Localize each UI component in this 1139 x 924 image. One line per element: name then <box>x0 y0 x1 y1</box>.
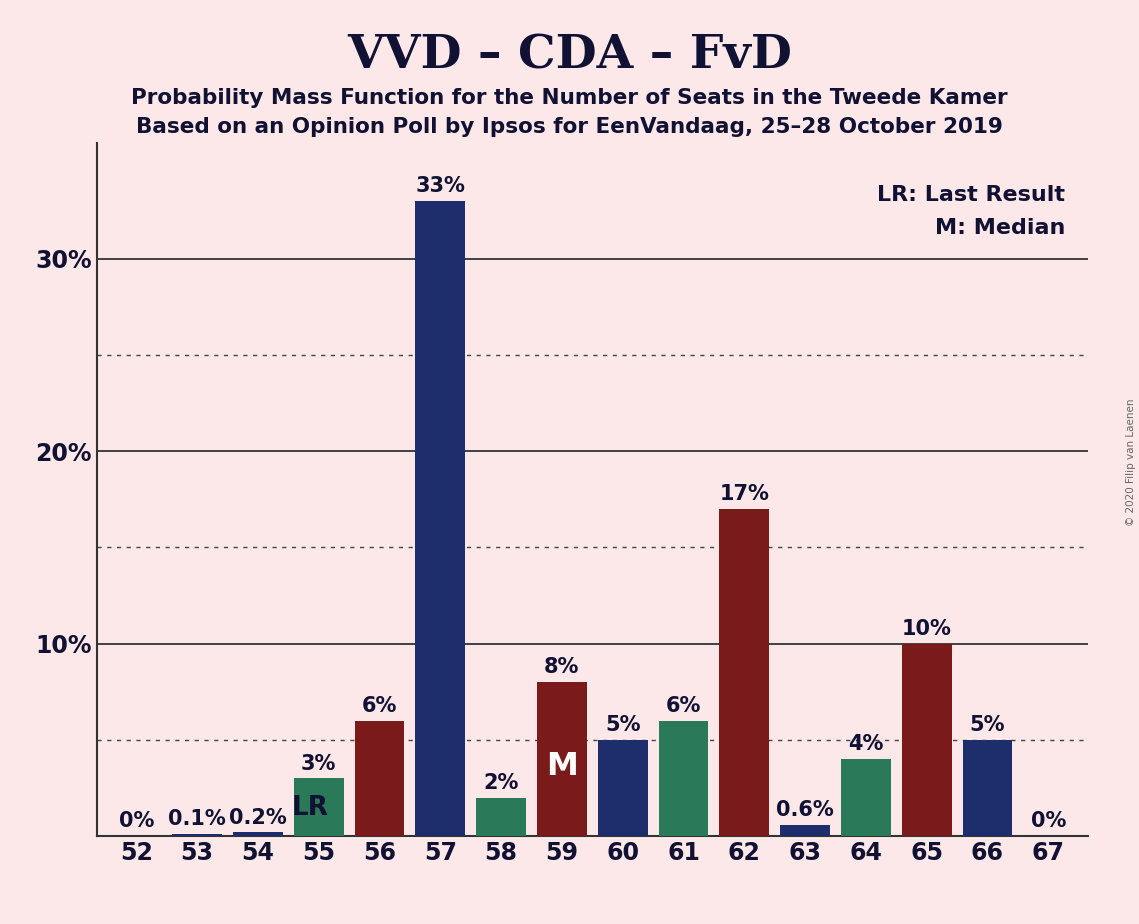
Text: 4%: 4% <box>849 735 884 754</box>
Bar <box>172 834 222 836</box>
Text: M: M <box>546 751 577 783</box>
Text: 5%: 5% <box>605 715 640 736</box>
Text: 10%: 10% <box>902 619 951 638</box>
Bar <box>720 509 769 836</box>
Bar <box>780 825 830 836</box>
Text: 2%: 2% <box>483 772 518 793</box>
Bar <box>962 740 1013 836</box>
Text: 33%: 33% <box>416 176 465 196</box>
Bar <box>416 201 465 836</box>
Text: 0%: 0% <box>118 811 154 832</box>
Text: 3%: 3% <box>301 754 336 773</box>
Text: 0.2%: 0.2% <box>229 808 287 828</box>
Text: Based on an Opinion Poll by Ipsos for EenVandaag, 25–28 October 2019: Based on an Opinion Poll by Ipsos for Ee… <box>136 117 1003 138</box>
Text: Probability Mass Function for the Number of Seats in the Tweede Kamer: Probability Mass Function for the Number… <box>131 88 1008 108</box>
Text: LR: Last Result: LR: Last Result <box>877 185 1065 205</box>
Text: 0.1%: 0.1% <box>169 809 226 830</box>
Bar <box>841 760 891 836</box>
Bar <box>658 721 708 836</box>
Text: 5%: 5% <box>969 715 1006 736</box>
Bar <box>476 797 526 836</box>
Text: M: Median: M: Median <box>935 218 1065 238</box>
Bar <box>354 721 404 836</box>
Text: © 2020 Filip van Laenen: © 2020 Filip van Laenen <box>1126 398 1136 526</box>
Text: 0.6%: 0.6% <box>776 800 834 820</box>
Text: 17%: 17% <box>720 484 769 505</box>
Bar <box>536 682 587 836</box>
Bar <box>902 644 951 836</box>
Bar <box>294 778 344 836</box>
Text: VVD – CDA – FvD: VVD – CDA – FvD <box>347 32 792 79</box>
Text: 6%: 6% <box>362 696 398 716</box>
Text: 0%: 0% <box>1031 811 1066 832</box>
Text: 6%: 6% <box>666 696 702 716</box>
Text: 8%: 8% <box>544 657 580 677</box>
Text: LR: LR <box>292 795 328 821</box>
Bar <box>598 740 648 836</box>
Bar <box>233 833 282 836</box>
